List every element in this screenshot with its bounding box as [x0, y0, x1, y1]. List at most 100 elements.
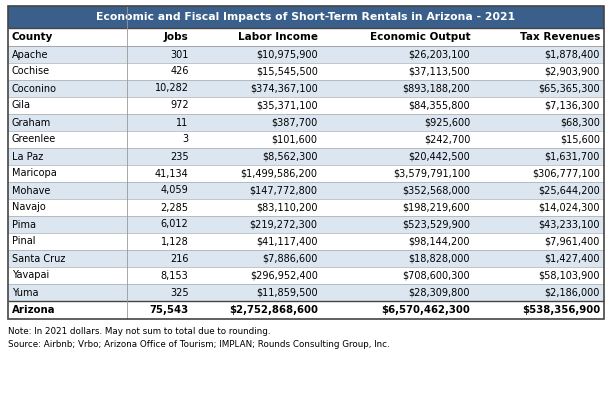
Text: $538,356,900: $538,356,900	[522, 305, 600, 315]
Text: $20,442,500: $20,442,500	[408, 151, 470, 161]
Text: $84,355,800: $84,355,800	[409, 101, 470, 111]
Text: $41,117,400: $41,117,400	[256, 237, 318, 247]
Text: 972: 972	[170, 101, 188, 111]
Text: $1,427,400: $1,427,400	[545, 253, 600, 263]
Text: $387,700: $387,700	[272, 117, 318, 127]
Text: $3,579,791,100: $3,579,791,100	[393, 168, 470, 178]
Text: Coconino: Coconino	[12, 84, 57, 94]
Text: Pinal: Pinal	[12, 237, 35, 247]
Text: $15,545,500: $15,545,500	[256, 67, 318, 77]
Text: $68,300: $68,300	[560, 117, 600, 127]
Bar	[8, 97, 604, 114]
Text: Maricopa: Maricopa	[12, 168, 57, 178]
Text: $523,529,900: $523,529,900	[402, 220, 470, 230]
Bar	[8, 233, 604, 250]
Text: $893,188,200: $893,188,200	[403, 84, 470, 94]
Text: Santa Cruz: Santa Cruz	[12, 253, 65, 263]
Text: Note: In 2021 dollars. May not sum to total due to rounding.: Note: In 2021 dollars. May not sum to to…	[8, 327, 271, 336]
Text: 4,059: 4,059	[161, 186, 188, 196]
Bar	[8, 6, 604, 28]
Text: Cochise: Cochise	[12, 67, 50, 77]
Bar	[8, 46, 604, 63]
Bar	[8, 267, 604, 284]
Text: 2,285: 2,285	[160, 203, 188, 213]
Text: $2,903,900: $2,903,900	[545, 67, 600, 77]
Text: $26,203,100: $26,203,100	[409, 50, 470, 59]
Text: $7,886,600: $7,886,600	[263, 253, 318, 263]
Text: $198,219,600: $198,219,600	[403, 203, 470, 213]
Text: $219,272,300: $219,272,300	[250, 220, 318, 230]
Text: 75,543: 75,543	[149, 305, 188, 315]
Text: Pima: Pima	[12, 220, 36, 230]
Bar	[8, 182, 604, 199]
Text: Greenlee: Greenlee	[12, 134, 56, 144]
Text: Navajo: Navajo	[12, 203, 46, 213]
Bar	[8, 6, 604, 319]
Text: Arizona: Arizona	[12, 305, 56, 315]
Text: $18,828,000: $18,828,000	[409, 253, 470, 263]
Text: Graham: Graham	[12, 117, 51, 127]
Text: 41,134: 41,134	[155, 168, 188, 178]
Text: 325: 325	[170, 287, 188, 297]
Text: Yavapai: Yavapai	[12, 270, 49, 280]
Text: Apache: Apache	[12, 50, 48, 59]
Text: $35,371,100: $35,371,100	[256, 101, 318, 111]
Text: $14,024,300: $14,024,300	[539, 203, 600, 213]
Bar	[8, 131, 604, 148]
Bar	[8, 216, 604, 233]
Text: $306,777,100: $306,777,100	[532, 168, 600, 178]
Text: 3: 3	[182, 134, 188, 144]
Text: $43,233,100: $43,233,100	[539, 220, 600, 230]
Text: Yuma: Yuma	[12, 287, 39, 297]
Bar	[8, 250, 604, 267]
Text: 1,128: 1,128	[161, 237, 188, 247]
Text: 10,282: 10,282	[155, 84, 188, 94]
Text: $352,568,000: $352,568,000	[402, 186, 470, 196]
Text: Economic Output: Economic Output	[370, 32, 470, 42]
Text: Source: Airbnb; Vrbo; Arizona Office of Tourism; IMPLAN; Rounds Consulting Group: Source: Airbnb; Vrbo; Arizona Office of …	[8, 340, 390, 349]
Text: Gila: Gila	[12, 101, 31, 111]
Bar	[8, 63, 604, 80]
Bar	[8, 284, 604, 301]
Text: $6,570,462,300: $6,570,462,300	[381, 305, 470, 315]
Text: $101,600: $101,600	[272, 134, 318, 144]
Text: County: County	[12, 32, 53, 42]
Text: $25,644,200: $25,644,200	[538, 186, 600, 196]
Text: $1,878,400: $1,878,400	[545, 50, 600, 59]
Text: $1,499,586,200: $1,499,586,200	[241, 168, 318, 178]
Text: 301: 301	[170, 50, 188, 59]
Bar	[8, 114, 604, 131]
Bar	[8, 80, 604, 97]
Text: $37,113,500: $37,113,500	[409, 67, 470, 77]
Text: $7,961,400: $7,961,400	[545, 237, 600, 247]
Bar	[8, 199, 604, 216]
Text: 6,012: 6,012	[161, 220, 188, 230]
Text: $83,110,200: $83,110,200	[256, 203, 318, 213]
Text: $65,365,300: $65,365,300	[539, 84, 600, 94]
Text: Labor Income: Labor Income	[237, 32, 318, 42]
Text: Mohave: Mohave	[12, 186, 50, 196]
Bar	[8, 148, 604, 165]
Text: Economic and Fiscal Impacts of Short-Term Rentals in Arizona - 2021: Economic and Fiscal Impacts of Short-Ter…	[97, 12, 515, 22]
Text: 426: 426	[170, 67, 188, 77]
Text: 8,153: 8,153	[161, 270, 188, 280]
Text: $296,952,400: $296,952,400	[250, 270, 318, 280]
Bar	[8, 301, 604, 319]
Text: $15,600: $15,600	[560, 134, 600, 144]
Bar	[8, 165, 604, 182]
Text: $98,144,200: $98,144,200	[409, 237, 470, 247]
Text: $147,772,800: $147,772,800	[250, 186, 318, 196]
Text: 216: 216	[170, 253, 188, 263]
Text: $374,367,100: $374,367,100	[250, 84, 318, 94]
Text: La Paz: La Paz	[12, 151, 43, 161]
Text: 235: 235	[170, 151, 188, 161]
Text: $242,700: $242,700	[424, 134, 470, 144]
Text: Tax Revenues: Tax Revenues	[520, 32, 600, 42]
Text: $10,975,900: $10,975,900	[256, 50, 318, 59]
Text: $925,600: $925,600	[424, 117, 470, 127]
Text: $2,752,868,600: $2,752,868,600	[229, 305, 318, 315]
Text: $1,631,700: $1,631,700	[545, 151, 600, 161]
Text: $2,186,000: $2,186,000	[545, 287, 600, 297]
Text: $28,309,800: $28,309,800	[409, 287, 470, 297]
Text: $708,600,300: $708,600,300	[403, 270, 470, 280]
